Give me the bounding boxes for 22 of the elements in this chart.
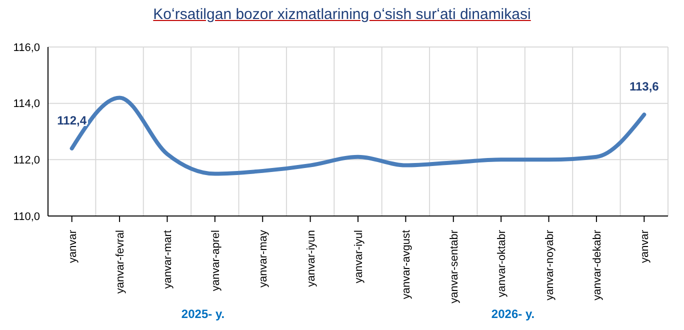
text: 2026- y. — [490, 307, 536, 321]
x-tick-label: yanvar — [66, 230, 79, 264]
x-tick-label: yanvar-noyabr — [544, 230, 556, 300]
x-tick-label: yanvar-may — [258, 230, 270, 288]
y-tick-label: 114,0 — [13, 98, 40, 110]
data-label: 113,6 — [629, 80, 660, 94]
text: 2025- y. — [180, 307, 226, 321]
x-tick-label: yanvar — [639, 230, 652, 264]
y-tick-label: 110,0 — [13, 210, 40, 223]
x-tick-label: yanvar-avgust — [400, 230, 413, 300]
y-tick-label: 112,0 — [13, 154, 40, 167]
x-tick-label: yanvar-sentabr — [448, 230, 460, 304]
x-tick-label: yanvar-iyun — [305, 230, 318, 287]
y-tick-label: 116,0 — [13, 42, 40, 54]
data-label: 112,4 — [57, 113, 87, 128]
x-tick-label: yanvar-aprel — [210, 230, 222, 292]
x-tick-label: yanvar-oktabr — [496, 230, 508, 298]
x-tick-label: yanvar-iyul — [353, 230, 365, 284]
chart-title: Koʻrsatilgan bozor xizmatlarining oʻsish surʻati dinamikasi — [152, 6, 532, 23]
x-tick-label: yanvar-dekabr — [591, 230, 604, 300]
x-tick-label: yanvar-mart — [162, 230, 174, 289]
x-tick-label: yanvar-fevral — [114, 230, 127, 294]
